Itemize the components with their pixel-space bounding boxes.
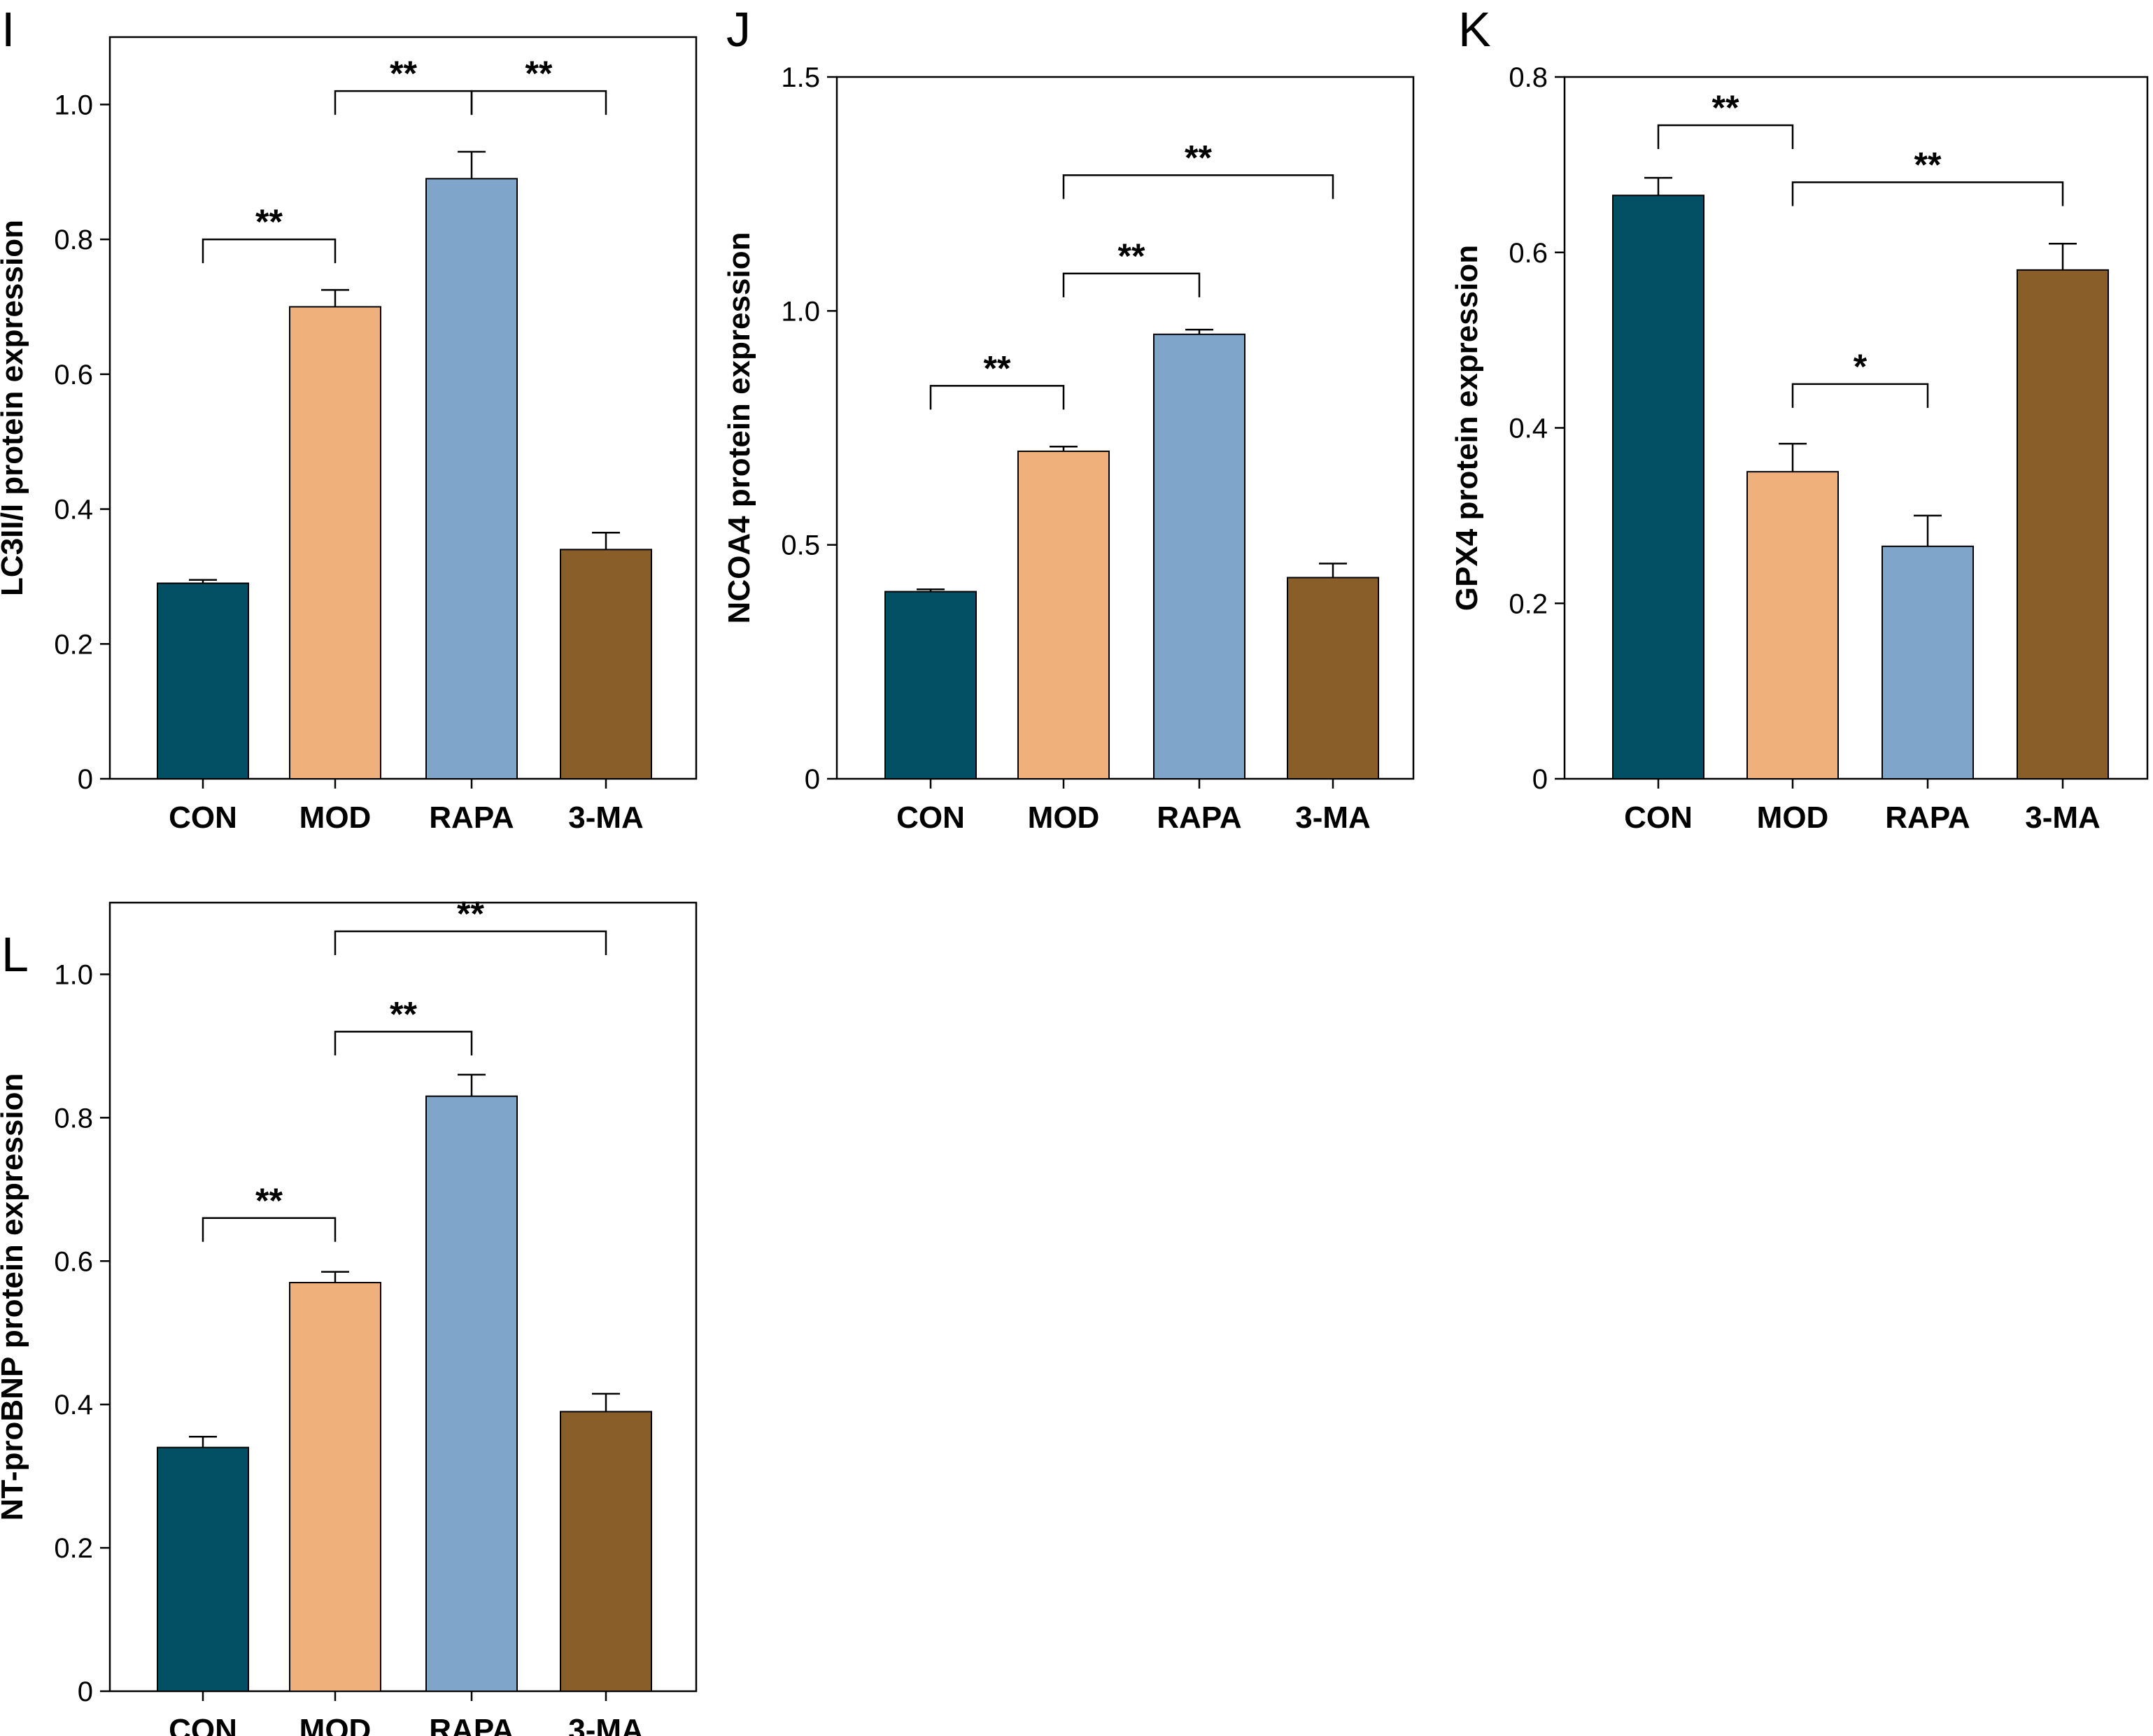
significance-bracket xyxy=(334,1031,473,1056)
x-category-label: CON xyxy=(896,800,965,835)
significance-bracket xyxy=(929,385,1065,410)
x-category-label: CON xyxy=(169,1713,237,1736)
plot-frame xyxy=(108,901,698,1693)
plot-frame xyxy=(835,76,1415,780)
bar-3-ma xyxy=(560,1411,652,1692)
y-tick-label: 0.2 xyxy=(1509,588,1548,619)
bar-con xyxy=(884,591,977,779)
x-category-label: RAPA xyxy=(1157,800,1241,835)
x-category-label: MOD xyxy=(299,1713,372,1736)
significance-label: ** xyxy=(390,54,417,93)
bar-mod xyxy=(1017,450,1110,780)
y-tick-label: 0.6 xyxy=(54,360,93,390)
bar-con xyxy=(157,1446,249,1692)
chart-panel-i: I 0 0.2 0.4 0.6 0.8 1.0 LC3II/I protein express… xyxy=(0,2,698,835)
y-tick-label: 0.4 xyxy=(54,495,93,525)
significance-label: ** xyxy=(457,894,484,933)
x-category-label: RAPA xyxy=(1885,800,1970,835)
significance-label: ** xyxy=(525,54,553,93)
bar-mod xyxy=(289,306,381,780)
y-tick-label: 0 xyxy=(78,764,93,795)
y-tick-label: 0 xyxy=(805,764,820,795)
y-tick-label: 1.0 xyxy=(54,959,93,990)
significance-label: ** xyxy=(1914,145,1942,184)
significance-bracket xyxy=(1657,124,1794,149)
y-tick-label: 0 xyxy=(1532,764,1548,795)
y-tick-label: 0.4 xyxy=(54,1390,93,1420)
panel-letter: K xyxy=(1458,2,1491,57)
x-category-label: MOD xyxy=(1028,800,1100,835)
x-category-label: MOD xyxy=(1757,800,1829,835)
y-axis-title: LC3II/I protein expression xyxy=(0,220,29,596)
y-tick-label: 0 xyxy=(78,1677,93,1707)
x-category-label: 3-MA xyxy=(568,1713,644,1736)
y-axis-title: NT-proBNP protein expression xyxy=(0,1073,29,1521)
x-category-label: RAPA xyxy=(429,800,514,835)
bar-rapa xyxy=(1153,333,1245,779)
significance-label: * xyxy=(1854,347,1868,386)
significance-label: ** xyxy=(1185,138,1212,177)
significance-bracket xyxy=(202,1217,337,1242)
x-category-label: 3-MA xyxy=(1295,800,1371,835)
panel-letter: L xyxy=(1,927,29,982)
y-tick-label: 0.5 xyxy=(781,530,820,561)
bar-rapa xyxy=(425,1095,518,1693)
bar-con xyxy=(157,582,249,780)
significance-bracket xyxy=(1062,272,1201,297)
y-tick-label: 0.4 xyxy=(1509,414,1548,444)
significance-label: ** xyxy=(984,348,1011,388)
significance-bracket xyxy=(334,930,607,955)
x-category-label: RAPA xyxy=(429,1713,514,1736)
bar-3-ma xyxy=(2017,269,2109,779)
y-tick-label: 0.8 xyxy=(1509,62,1548,93)
bar-rapa xyxy=(425,178,518,779)
panel-letter: J xyxy=(726,2,751,57)
y-tick-label: 1.0 xyxy=(54,90,93,120)
significance-label: ** xyxy=(1118,237,1145,276)
bar-3-ma xyxy=(560,549,652,779)
significance-bracket xyxy=(1791,383,1929,408)
bar-3-ma xyxy=(1287,577,1379,779)
bar-rapa xyxy=(1882,545,1974,779)
chart-panel-l: L 0 0.2 0.4 0.6 0.8 1.0 NT-proBNP protein expre… xyxy=(0,894,698,1736)
bar-con xyxy=(1612,195,1704,780)
significance-label: ** xyxy=(390,994,417,1033)
chart-panel-k: K 0 0.2 0.4 0.6 0.8 GPX4 protein expression CON… xyxy=(1450,2,2149,835)
significance-bracket xyxy=(470,90,607,115)
y-tick-label: 0.6 xyxy=(54,1246,93,1277)
y-tick-label: 1.0 xyxy=(781,296,820,327)
y-axis-title: GPX4 protein expression xyxy=(1450,245,1484,611)
plot-frame xyxy=(108,36,698,780)
x-category-label: MOD xyxy=(299,800,372,835)
significance-label: ** xyxy=(255,202,283,241)
y-axis-title: NCOA4 protein expression xyxy=(722,232,756,624)
y-tick-label: 0.2 xyxy=(54,1533,93,1564)
y-tick-label: 1.5 xyxy=(781,62,820,93)
x-category-label: 3-MA xyxy=(568,800,644,835)
significance-label: ** xyxy=(1712,88,1739,127)
x-category-label: CON xyxy=(1624,800,1693,835)
y-tick-label: 0.2 xyxy=(54,629,93,660)
chart-panel-j: J 0 0.5 1.0 1.5 NCOA4 protein expression CON MO… xyxy=(722,2,1415,835)
bar-mod xyxy=(1746,471,1839,779)
significance-bracket xyxy=(202,238,337,264)
y-tick-label: 0.8 xyxy=(54,225,93,255)
bar-mod xyxy=(289,1282,381,1692)
significance-label: ** xyxy=(255,1181,283,1220)
y-tick-label: 0.8 xyxy=(54,1103,93,1134)
panel-letter: I xyxy=(1,2,15,57)
y-tick-label: 0.6 xyxy=(1509,238,1548,269)
significance-bracket xyxy=(1062,174,1334,199)
x-category-label: 3-MA xyxy=(2025,800,2101,835)
x-category-label: CON xyxy=(169,800,237,835)
significance-bracket xyxy=(1791,181,2064,206)
